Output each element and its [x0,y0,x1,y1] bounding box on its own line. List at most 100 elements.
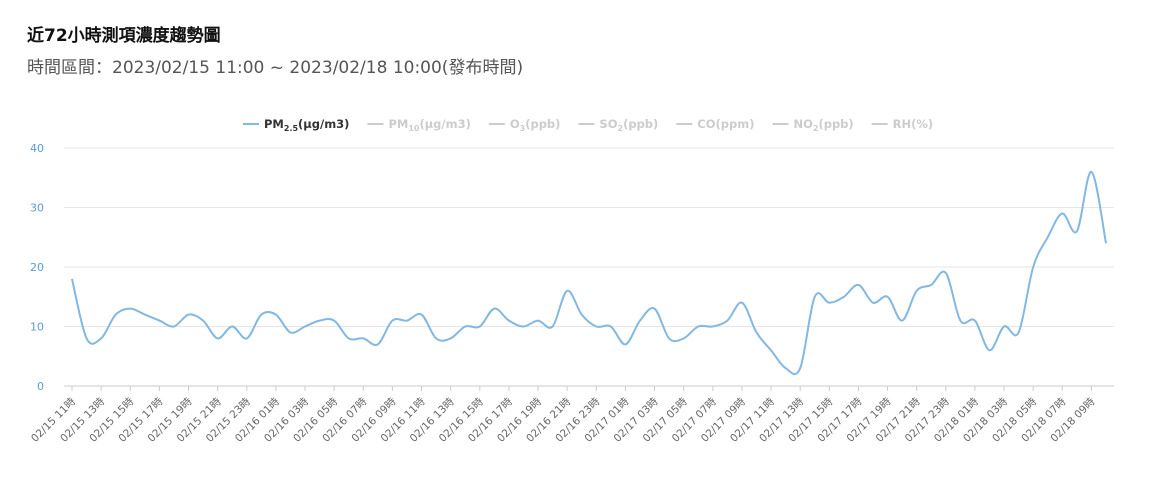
data-point [856,282,861,287]
legend-label: O3(ppb) [510,117,561,133]
data-point [1002,324,1007,329]
data-point [521,324,526,329]
data-point [230,324,235,329]
data-point [900,318,905,323]
data-point [259,312,264,317]
data-point [710,324,715,329]
data-point [113,312,118,317]
legend-label: CO(ppm) [697,117,754,131]
data-point [506,318,511,323]
legend-label: SO2(ppb) [599,117,658,133]
data-point [477,324,482,329]
data-point [405,318,410,323]
data-point [871,300,876,305]
y-tick-label: 20 [30,261,44,274]
legend-item-rh[interactable]: RH(%) [871,117,934,131]
data-point [623,342,628,347]
data-point [244,336,249,341]
data-point [448,336,453,341]
legend-label: RH(%) [893,117,934,131]
y-tick-label: 30 [30,202,44,215]
data-point [332,318,337,323]
page-title: 近72小時測項濃度趨勢圖 [27,26,221,46]
data-point [215,336,220,341]
data-point [463,324,468,329]
data-point [841,294,846,299]
data-point [608,324,613,329]
data-point [361,336,366,341]
legend-item-so2[interactable]: SO2(ppb) [578,117,658,133]
data-point [987,348,992,353]
data-point [171,324,176,329]
chart-grid [64,147,1114,387]
data-point [1060,211,1065,216]
data-point [317,318,322,323]
data-point [142,312,147,317]
data-point [390,318,395,323]
legend-label: PM2.5(μg/m3) [264,117,349,133]
data-point [1074,229,1079,234]
data-point [812,294,817,299]
data-point [739,300,744,305]
data-point [273,312,278,317]
data-point [667,336,672,341]
data-point [579,312,584,317]
legend-item-o3[interactable]: O3(ppb) [488,117,561,133]
chart-series [70,169,1109,376]
chart-legend: PM2.5(μg/m3) PM10(μg/m3) O3(ppb) SO2(ppb) CO… [243,117,933,133]
y-tick-label: 0 [37,380,44,393]
data-point [696,324,701,329]
legend-label: PM10(μg/m3) [388,117,470,133]
data-point [914,288,919,293]
legend-item-co[interactable]: CO(ppm) [676,117,754,131]
data-point [128,306,133,311]
data-point [725,318,730,323]
data-point [157,318,162,323]
data-point [288,330,293,335]
data-point [754,330,759,335]
legend-item-no2[interactable]: NO2(ppb) [772,117,854,133]
data-point [303,324,308,329]
data-point [943,270,948,275]
data-point [375,342,380,347]
data-point [827,300,832,305]
legend-label: NO2(ppb) [793,117,853,133]
data-point [958,318,963,323]
data-point [84,336,89,341]
data-point [419,312,424,317]
data-point [769,348,774,353]
data-point [1045,235,1050,240]
data-point [492,306,497,311]
series-line-pm25 [71,170,1107,376]
legend-item-pm10[interactable]: PM10(μg/m3) [367,117,471,133]
data-point [1104,241,1109,246]
legend-item-pm25[interactable]: PM2.5(μg/m3) [243,117,349,133]
time-range-subtitle: 時間區間：2023/02/15 11:00 ~ 2023/02/18 10:00… [27,58,524,78]
data-point [1089,169,1094,174]
data-point [594,324,599,329]
data-point [638,318,643,323]
data-point [1031,265,1036,270]
y-tick-label: 10 [30,321,44,334]
data-point [798,366,803,371]
data-point [885,294,890,299]
data-point [536,318,541,323]
data-point [99,336,104,341]
y-tick-label: 40 [30,142,44,155]
data-point [550,324,555,329]
data-point [201,318,206,323]
data-point [783,366,788,371]
data-point [929,282,934,287]
data-point [186,312,191,317]
data-point [681,336,686,341]
data-point [652,306,657,311]
data-point [434,336,439,341]
data-point [1016,330,1021,335]
data-point [565,288,570,293]
data-point [70,276,75,281]
y-axis: 0 10 20 30 40 [30,142,44,393]
data-point [972,318,977,323]
data-point [346,336,351,341]
